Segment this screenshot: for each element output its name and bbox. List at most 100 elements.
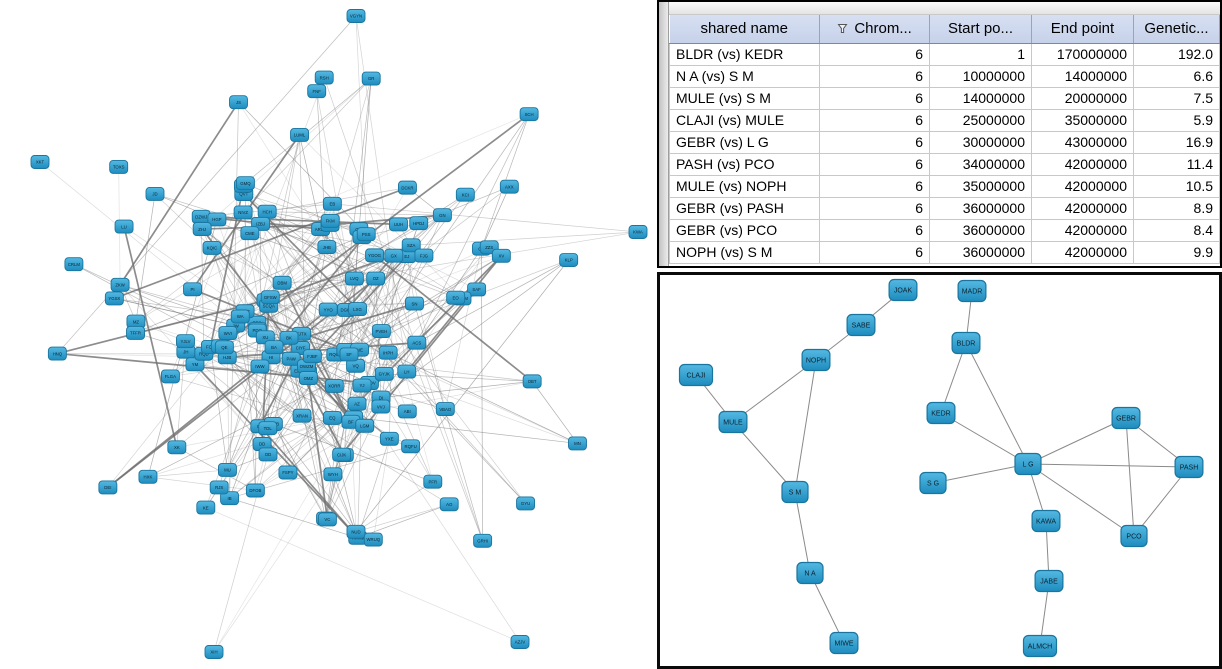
table-row[interactable]: GEBR (vs) PASH 6 36000000 42000000 8.9 — [669, 196, 1220, 220]
network-node[interactable]: NOPH — [801, 348, 831, 372]
network-node[interactable]: IWW — [250, 359, 270, 374]
network-node[interactable]: PASH — [1174, 455, 1204, 479]
network-node[interactable]: DEI — [98, 480, 118, 495]
network-node[interactable]: EO — [446, 290, 466, 305]
table-row[interactable]: GEBR (vs) PCO 6 36000000 42000000 8.4 — [669, 218, 1220, 242]
network-node[interactable]: FKM — [320, 213, 340, 228]
network-node[interactable]: MADR — [957, 279, 987, 303]
network-node[interactable]: XKT — [30, 155, 50, 169]
network-node[interactable]: OBT — [522, 374, 542, 389]
network-node[interactable]: MIWE — [829, 631, 859, 655]
filter-icon[interactable] — [837, 23, 848, 34]
table-row[interactable]: MULE (vs) S M 6 14000000 20000000 7.5 — [669, 86, 1220, 110]
network-node[interactable]: WRUQ — [363, 532, 383, 547]
table-row[interactable]: N A (vs) S M 6 10000000 14000000 6.6 — [669, 64, 1220, 88]
network-node[interactable]: PSS — [356, 227, 376, 242]
network-node[interactable]: GMQ — [235, 176, 255, 191]
network-node[interactable]: FLGA — [160, 369, 180, 384]
column-header-chromosome[interactable]: Chrom... — [819, 15, 930, 44]
network-node[interactable]: MU — [217, 463, 237, 477]
network-node[interactable]: EQ — [322, 411, 342, 425]
table-row[interactable]: NOPH (vs) S M 6 36000000 42000000 9.9 — [669, 240, 1220, 264]
network-node[interactable]: GN — [432, 208, 452, 223]
network-node[interactable]: LUML — [290, 128, 310, 142]
network-node[interactable]: SABE — [846, 313, 876, 337]
network-node[interactable]: KWA — [628, 225, 648, 239]
network-node[interactable]: BLDR — [951, 331, 981, 355]
table-row[interactable]: PASH (vs) PCO 6 34000000 42000000 11.4 — [669, 152, 1220, 176]
table-row[interactable]: MULE (vs) NOPH 6 35000000 42000000 10.5 — [669, 174, 1220, 198]
table-row[interactable]: CLAJI (vs) MULE 6 25000000 35000000 5.9 — [669, 108, 1220, 132]
network-node[interactable]: LU — [114, 219, 134, 234]
network-node[interactable]: RSH — [314, 70, 334, 85]
network-node[interactable]: JHB — [317, 240, 337, 255]
network-node[interactable]: L G — [1014, 452, 1042, 476]
network-node[interactable]: SZA — [401, 238, 421, 253]
network-node[interactable]: VVJ — [371, 399, 391, 414]
network-node[interactable]: VC — [317, 512, 337, 527]
network-node[interactable]: WYH — [323, 467, 343, 482]
network-node[interactable]: N A — [796, 561, 824, 585]
table-row[interactable]: BLDR (vs) KEDR 6 1 170000000 192.0 — [669, 42, 1220, 66]
network-node[interactable]: XORR — [324, 378, 344, 393]
network-node[interactable]: PAW — [281, 351, 301, 366]
network-node[interactable]: TOXS — [109, 159, 129, 174]
network-node[interactable]: FJBF — [302, 349, 322, 364]
network-node[interactable]: GFSW — [260, 290, 280, 305]
network-node[interactable]: ALMCH — [1022, 634, 1058, 658]
network-node[interactable]: LH — [397, 364, 417, 379]
network-node[interactable]: CRLM — [64, 257, 84, 272]
overview-network-canvas[interactable]: VGYNXKTXIHAZJVKWAQECDGKPIBDZWJUUHWEFJSAB… — [0, 0, 656, 669]
network-node[interactable]: HXK — [138, 469, 158, 484]
network-node[interactable]: IB — [220, 491, 240, 506]
network-node[interactable]: EB — [322, 196, 342, 211]
network-node[interactable]: NIVZ — [233, 205, 253, 220]
network-node[interactable]: AO — [439, 497, 459, 512]
network-node[interactable]: GR — [361, 71, 381, 86]
network-node[interactable]: BA — [264, 340, 284, 355]
network-node[interactable]: TFFR — [126, 326, 145, 340]
network-node[interactable]: KCI — [455, 187, 475, 202]
table-side-scrollbar[interactable] — [659, 2, 669, 266]
network-node[interactable]: CLAJI — [678, 363, 714, 387]
network-node[interactable]: YJ — [352, 378, 372, 393]
network-node[interactable]: OD — [258, 447, 278, 462]
table-row[interactable]: GEBR (vs) L G 6 30000000 43000000 16.9 — [669, 130, 1220, 154]
network-node[interactable]: MN — [568, 436, 587, 451]
network-node[interactable]: ZHJ — [192, 222, 212, 237]
network-node[interactable]: FNF — [307, 84, 327, 99]
network-node[interactable]: HGP — [207, 212, 227, 227]
network-node[interactable]: YJLV — [176, 334, 195, 349]
network-node[interactable]: LVQ — [344, 271, 364, 286]
network-node[interactable]: JS — [229, 95, 248, 110]
network-node[interactable]: DBM — [272, 275, 292, 290]
network-node[interactable]: UUH — [389, 217, 408, 232]
network-node[interactable]: OZ — [366, 271, 386, 286]
network-node[interactable]: SAF — [467, 282, 487, 297]
network-node[interactable]: DCKR — [397, 180, 417, 195]
network-node[interactable]: GYU — [516, 496, 536, 511]
network-node[interactable]: BK — [279, 330, 299, 345]
network-node[interactable]: OMZ — [298, 371, 318, 386]
network-node[interactable]: AXX — [499, 179, 519, 194]
network-node[interactable]: ABI — [397, 404, 417, 419]
network-node[interactable]: MZ — [126, 314, 146, 329]
network-node[interactable]: GEBR — [1111, 406, 1141, 430]
network-node[interactable]: DFOB — [245, 483, 265, 498]
network-node[interactable]: YYO — [318, 302, 338, 317]
network-node[interactable]: HCH — [257, 204, 277, 219]
network-node[interactable]: AZJV — [510, 635, 530, 649]
network-node[interactable]: RQFU — [401, 439, 421, 454]
network-node[interactable]: FJG — [414, 248, 434, 263]
network-node[interactable]: CIJK — [332, 447, 352, 462]
network-node[interactable]: JABE — [1034, 569, 1064, 593]
network-node[interactable]: WA — [230, 309, 250, 324]
network-node[interactable]: WVI — [218, 326, 238, 341]
network-node[interactable]: S M — [781, 480, 809, 504]
network-node[interactable]: VGYN — [346, 9, 366, 23]
network-node[interactable]: NUD — [346, 524, 366, 539]
network-node[interactable]: XIH — [204, 645, 224, 659]
network-node[interactable]: LXG — [348, 302, 367, 317]
column-header-end-point[interactable]: End point — [1031, 15, 1134, 44]
network-node[interactable]: LGM — [355, 418, 375, 433]
